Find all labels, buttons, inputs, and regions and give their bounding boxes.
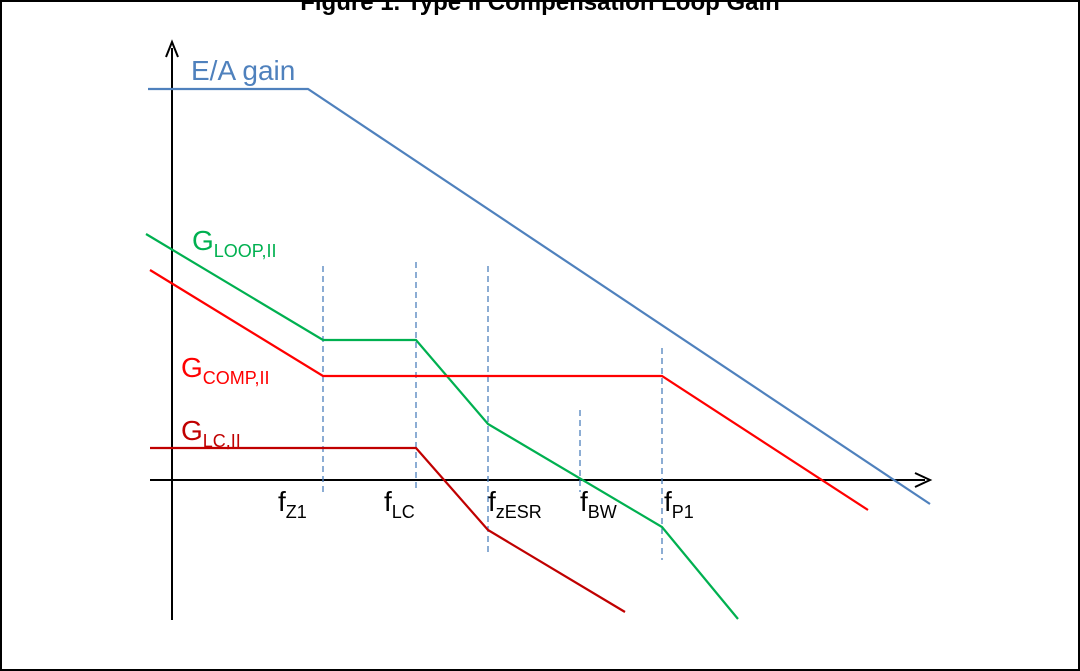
freq-label-fp1-main: f [664, 486, 672, 517]
freq-label-fp1: fP1 [664, 486, 694, 522]
freq-label-flc: fLC [384, 486, 415, 522]
freq-label-fbw-main: f [580, 486, 588, 517]
freq-label-fz1: fZ1 [278, 486, 307, 522]
ea-gain-curve [148, 87, 931, 505]
lc-gain-curve [150, 446, 626, 613]
freq-label-flc-sub: LC [392, 502, 415, 522]
freq-label-fp1-sub: P1 [672, 502, 694, 522]
figure-title: Figure 1. Type II Compensation Loop Gain [300, 0, 780, 16]
freq-label-flc-main: f [384, 486, 392, 517]
loop-gain-label: GLOOP,II [192, 225, 276, 261]
freq-label-fzesr-sub: zESR [496, 502, 542, 522]
lc-gain-label: GLC,II [181, 415, 241, 451]
comp-label-sub: COMP,II [203, 368, 270, 388]
loop-label-sub: LOOP,II [214, 241, 277, 261]
loop-label-main: G [192, 225, 214, 256]
lc-label-main: G [181, 415, 203, 446]
freq-label-fz1-sub: Z1 [286, 502, 307, 522]
lc-label-sub: LC,II [203, 431, 241, 451]
freq-label-fbw-sub: BW [588, 502, 617, 522]
freq-label-fbw: fBW [580, 486, 617, 522]
loop-gain-curve [145, 233, 739, 620]
x-axis-arrowhead [914, 472, 933, 488]
y-axis-arrowhead [165, 39, 179, 58]
freq-label-fz1-main: f [278, 486, 286, 517]
comp-gain-curve [149, 269, 869, 511]
axes [150, 39, 933, 620]
freq-label-fzesr: fzESR [488, 486, 542, 522]
comp-gain-label: GCOMP,II [181, 352, 269, 388]
comp-label-main: G [181, 352, 203, 383]
freq-label-fzesr-main: f [488, 486, 496, 517]
ea-gain-label: E/A gain [191, 55, 295, 86]
